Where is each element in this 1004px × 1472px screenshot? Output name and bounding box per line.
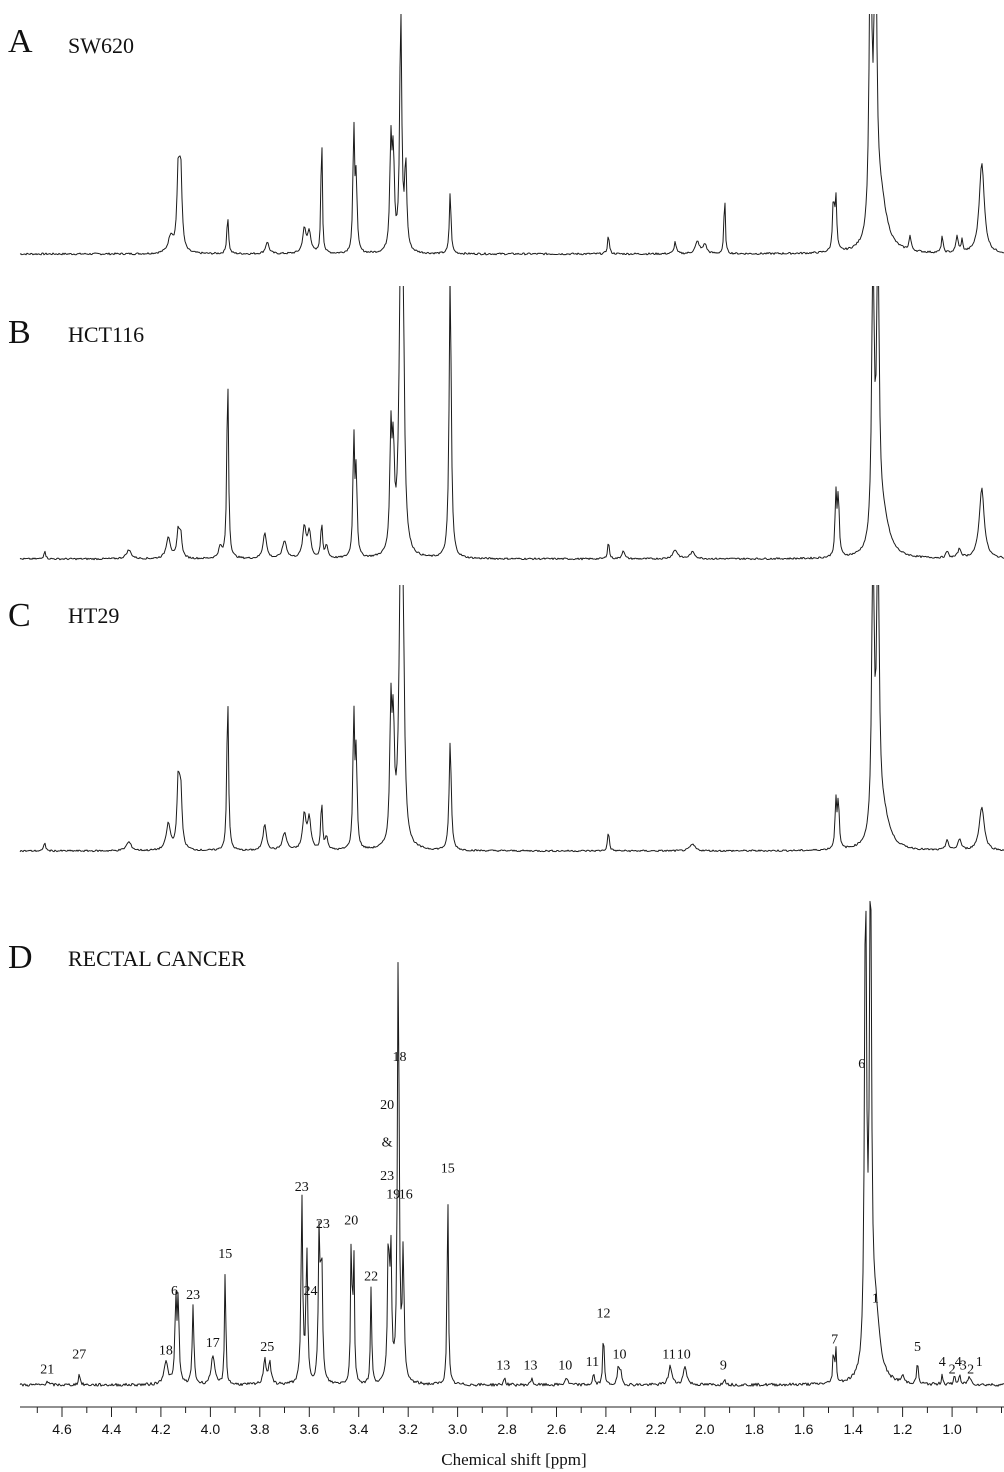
peak-label: 10 <box>558 1359 572 1374</box>
x-axis: 4.6 4.4 4.2 4.0 3.8 3.6 3.4 3.2 3.0 2.8 2.6 2.4 2.2 2… <box>20 1407 1004 1469</box>
x-tick-label: 3.2 <box>398 1421 418 1437</box>
peak-label: 27 <box>72 1347 86 1362</box>
spectrum-line-a <box>20 0 1004 255</box>
x-tick-label: 2.6 <box>547 1421 567 1437</box>
peak-label: 20 <box>380 1098 394 1113</box>
x-tick-label: 3.8 <box>250 1421 270 1437</box>
peak-label: 6 <box>171 1284 178 1299</box>
x-tick-label: 2.2 <box>646 1421 666 1437</box>
x-tick-label: 3.0 <box>448 1421 468 1437</box>
peak-label: 4 <box>939 1355 946 1370</box>
peak-label: 20 <box>344 1214 358 1229</box>
peak-label: 2 <box>967 1362 974 1377</box>
peak-label: 17 <box>206 1336 220 1351</box>
peak-label: 16 <box>399 1187 413 1202</box>
spectrum-line-c <box>20 518 1004 852</box>
panel-sample-name: HCT116 <box>68 322 144 347</box>
x-tick-label: 2.8 <box>497 1421 517 1437</box>
panel-c: C HT29 <box>8 518 1004 852</box>
peak-label: 25 <box>260 1340 274 1355</box>
peak-label: 5 <box>914 1340 921 1355</box>
panel-sample-name: SW620 <box>68 33 134 58</box>
peak-label: 9 <box>720 1359 727 1374</box>
x-tick-label: 1.6 <box>794 1421 814 1437</box>
peak-label: 11 <box>662 1347 675 1362</box>
x-tick-label: 1.8 <box>745 1421 765 1437</box>
peak-label: 10 <box>613 1347 627 1362</box>
panel-sample-name: RECTAL CANCER <box>68 946 246 971</box>
panel-letter: B <box>8 314 31 351</box>
peak-label: 23 <box>316 1217 330 1232</box>
x-tick-label: 4.0 <box>201 1421 221 1437</box>
peak-label: 1 <box>976 1355 983 1370</box>
peak-label: 23 <box>380 1169 394 1184</box>
peak-label: 18 <box>159 1344 173 1359</box>
peak-label: 22 <box>364 1269 378 1284</box>
x-tick-label: 1.2 <box>893 1421 913 1437</box>
spectrum-line-d <box>20 901 1004 1386</box>
x-tick-label: 4.6 <box>52 1421 72 1437</box>
peak-label: 10 <box>677 1347 691 1362</box>
peak-label: 23 <box>186 1288 200 1303</box>
panel-sample-name: HT29 <box>68 603 119 628</box>
peak-label: & <box>382 1135 393 1150</box>
peak-label: 23 <box>295 1180 309 1195</box>
peak-label: 6 <box>858 1057 865 1072</box>
peak-label: 15 <box>441 1161 455 1176</box>
peak-label: 3 <box>960 1359 967 1374</box>
panel-b: B HCT116 <box>8 219 1004 560</box>
x-tick-label: 4.4 <box>102 1421 122 1437</box>
x-tick-label: 3.6 <box>300 1421 320 1437</box>
peak-label: 1 <box>872 1292 879 1307</box>
spectrum-line-b <box>20 219 1004 560</box>
x-tick-label: 2.4 <box>596 1421 616 1437</box>
peak-label: 7 <box>831 1333 838 1348</box>
x-tick-label: 4.2 <box>151 1421 171 1437</box>
peak-label: 24 <box>304 1284 318 1299</box>
peak-label: 13 <box>524 1359 538 1374</box>
peak-label: 12 <box>597 1307 611 1322</box>
x-tick-label: 3.4 <box>349 1421 369 1437</box>
panel-a: A SW620 <box>8 0 1004 255</box>
peak-label: 13 <box>496 1359 510 1374</box>
x-tick-label: 1.4 <box>843 1421 863 1437</box>
x-tick-label: 1.0 <box>942 1421 962 1437</box>
x-axis-title: Chemical shift [ppm] <box>441 1450 586 1469</box>
peak-label: 21 <box>40 1362 54 1377</box>
x-axis-ticks: 4.6 4.4 4.2 4.0 3.8 3.6 3.4 3.2 3.0 2.8 2.6 2.4 2.2 2… <box>37 1407 1001 1437</box>
panel-letter: C <box>8 597 31 634</box>
peak-label: 11 <box>586 1355 599 1370</box>
peak-label: 15 <box>218 1247 232 1262</box>
x-tick-label: 2.0 <box>695 1421 715 1437</box>
panel-letter: D <box>8 939 33 976</box>
peak-label: 18 <box>393 1050 407 1065</box>
panel-letter: A <box>8 23 33 60</box>
